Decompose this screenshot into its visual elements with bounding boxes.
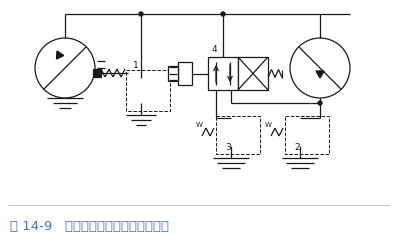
- Bar: [313, 124, 320, 140]
- Bar: [216, 116, 260, 154]
- Circle shape: [139, 12, 143, 16]
- Circle shape: [318, 101, 322, 105]
- Bar: [244, 124, 251, 140]
- Text: W: W: [196, 122, 203, 128]
- Bar: [128, 78, 154, 103]
- Bar: [208, 57, 238, 90]
- Bar: [285, 116, 329, 154]
- Text: 图 14-9   用溢流阀的液压马达制动回路: 图 14-9 用溢流阀的液压马达制动回路: [10, 220, 169, 233]
- Bar: [287, 118, 313, 146]
- Bar: [178, 62, 192, 85]
- Text: 3: 3: [225, 143, 231, 152]
- Bar: [218, 118, 244, 146]
- Polygon shape: [57, 51, 64, 59]
- Polygon shape: [316, 71, 324, 78]
- Circle shape: [221, 12, 225, 16]
- Text: 1: 1: [133, 61, 139, 70]
- Bar: [168, 66, 178, 81]
- Bar: [93, 69, 101, 77]
- Circle shape: [35, 38, 95, 98]
- Circle shape: [290, 38, 350, 98]
- Text: 4: 4: [212, 45, 218, 54]
- Text: 2: 2: [294, 143, 300, 152]
- Bar: [154, 83, 162, 98]
- Bar: [238, 57, 268, 90]
- Bar: [126, 70, 170, 111]
- Text: W: W: [265, 122, 272, 128]
